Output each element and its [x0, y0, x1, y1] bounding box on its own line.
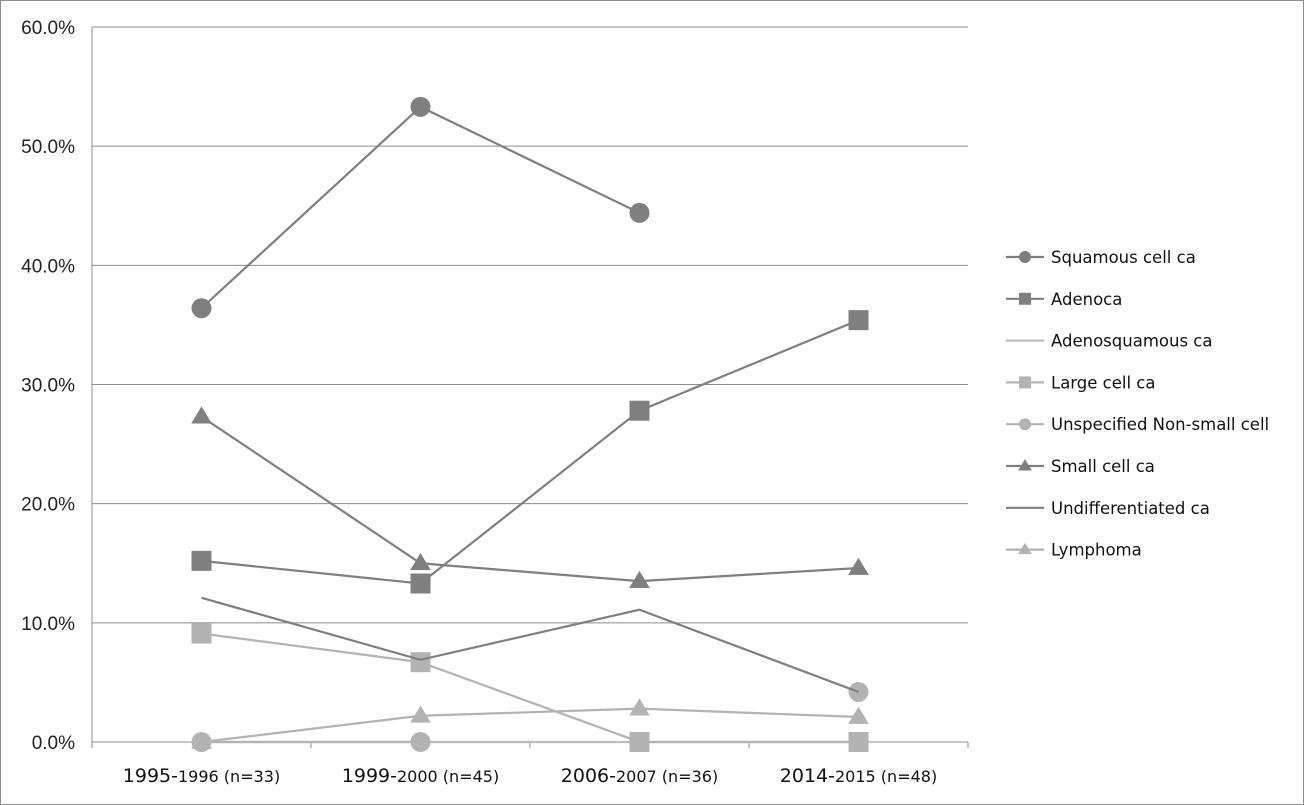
legend-item: Unspecified Non-small cell — [1006, 415, 1269, 434]
y-tick-label: 40.0% — [21, 256, 75, 277]
legend-label: Small cell ca — [1051, 457, 1155, 476]
data-point-square — [191, 623, 212, 644]
y-axis-ticks: 0.0% 10.0% 20.0% 30.0% 40.0% 50.0% 60.0% — [21, 18, 75, 754]
y-tick-label: 30.0% — [21, 376, 75, 397]
data-point-circle — [629, 202, 650, 223]
data-point-square — [629, 732, 650, 752]
legend: Squamous cell ca Adenoca Adenosquamous ca L… — [1006, 248, 1269, 560]
data-point-square — [1019, 292, 1031, 305]
x-tick-label: 1995-1996 (n=33) — [123, 765, 280, 787]
series-line — [201, 707, 859, 744]
legend-item: Small cell ca — [1006, 457, 1155, 476]
y-tick-label: 10.0% — [21, 614, 75, 635]
y-tick-label: 50.0% — [21, 137, 75, 158]
series-line — [201, 319, 859, 585]
series-large-cell-ca — [191, 623, 869, 752]
legend-label: Undifferentiated ca — [1051, 499, 1210, 518]
data-point-triangle — [410, 705, 431, 723]
data-point-square — [410, 652, 431, 673]
series-line — [200, 415, 859, 583]
data-point-circle — [191, 298, 212, 319]
legend-label: Adenoca — [1051, 290, 1122, 309]
legend-label: Unspecified Non-small cell — [1051, 415, 1269, 434]
data-point-circle — [410, 732, 431, 752]
x-tick-label: 1999-2000 (n=45) — [342, 765, 499, 787]
data-point-circle — [1019, 251, 1031, 263]
series-line — [201, 596, 859, 693]
series-adenoca — [191, 310, 869, 594]
series-line — [201, 632, 859, 744]
legend-item: Adenoca — [1006, 290, 1122, 309]
data-point-triangle — [629, 570, 650, 588]
data-point-square — [191, 550, 212, 571]
series-line — [200, 105, 640, 310]
data-point-triangle — [1018, 542, 1032, 555]
data-point-triangle — [848, 706, 869, 724]
legend-item: Adenosquamous ca — [1006, 332, 1212, 351]
series-lymphoma — [191, 698, 869, 749]
series-small-cell-ca — [191, 406, 869, 588]
x-tick-label: 2014-2015 (n=48) — [780, 765, 937, 787]
x-tick-label: 2006-2007 (n=36) — [561, 765, 718, 787]
data-point-square — [1019, 376, 1031, 389]
legend-label: Squamous cell ca — [1051, 248, 1196, 267]
legend-label: Lymphoma — [1051, 541, 1142, 560]
data-point-circle — [1019, 418, 1031, 431]
data-point-square — [848, 732, 869, 752]
y-tick-label: 20.0% — [21, 495, 75, 516]
data-point-triangle — [191, 406, 212, 424]
data-point-triangle — [410, 552, 431, 571]
legend-label: Adenosquamous ca — [1051, 332, 1212, 351]
data-point-square — [629, 400, 650, 421]
x-axis: 1995-1996 (n=33) 1999-2000 (n=45) 2006-200… — [91, 27, 969, 787]
legend-item: Squamous cell ca — [1006, 248, 1196, 267]
series-squamous-cell-ca — [191, 96, 650, 319]
data-point-triangle — [848, 557, 869, 575]
data-point-triangle — [191, 731, 212, 749]
legend-item: Large cell ca — [1006, 373, 1156, 392]
series-layer — [191, 96, 869, 752]
legend-item: Undifferentiated ca — [1006, 499, 1210, 518]
data-point-square — [848, 310, 869, 331]
y-tick-label: 0.0% — [32, 733, 75, 754]
legend-label: Large cell ca — [1051, 373, 1156, 392]
series-undifferentiated-ca — [201, 596, 859, 693]
data-point-triangle — [629, 698, 650, 716]
data-point-triangle — [1018, 459, 1032, 471]
y-tick-label: 60.0% — [21, 18, 75, 39]
data-point-square — [410, 573, 431, 594]
data-point-circle — [410, 96, 431, 117]
legend-item: Lymphoma — [1006, 541, 1142, 560]
